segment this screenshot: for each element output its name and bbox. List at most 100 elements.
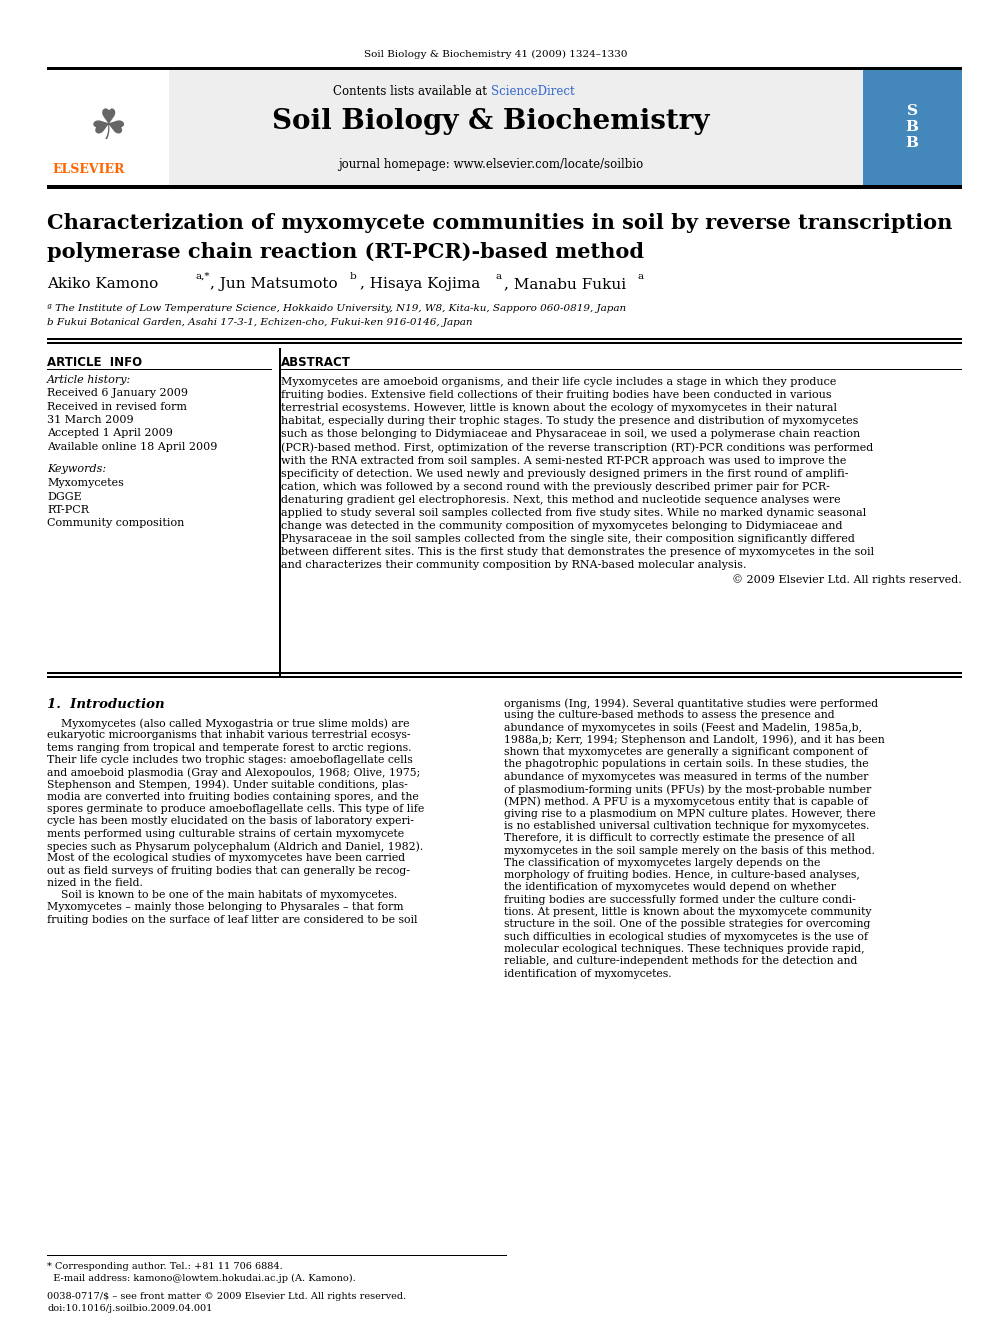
Text: (PCR)-based method. First, optimization of the reverse transcription (RT)-PCR co: (PCR)-based method. First, optimization …	[281, 442, 873, 452]
Text: such difficulties in ecological studies of myxomycetes is the use of: such difficulties in ecological studies …	[504, 931, 868, 942]
Bar	[279, 348, 281, 676]
Text: denaturing gradient gel electrophoresis. Next, this method and nucleotide sequen: denaturing gradient gel electrophoresis.…	[281, 495, 840, 505]
Text: cycle has been mostly elucidated on the basis of laboratory experi-: cycle has been mostly elucidated on the …	[47, 816, 414, 827]
Text: structure in the soil. One of the possible strategies for overcoming: structure in the soil. One of the possib…	[504, 919, 870, 929]
Text: Myxomycetes are amoeboid organisms, and their life cycle includes a stage in whi: Myxomycetes are amoeboid organisms, and …	[281, 377, 836, 388]
Text: Physaraceae in the soil samples collected from the single site, their compositio: Physaraceae in the soil samples collecte…	[281, 534, 855, 544]
Text: 31 March 2009: 31 March 2009	[47, 415, 134, 425]
Text: of plasmodium-forming units (PFUs) by the most-probable number: of plasmodium-forming units (PFUs) by th…	[504, 785, 871, 795]
Text: S
B
B: S B B	[906, 103, 919, 151]
Text: ARTICLE  INFO: ARTICLE INFO	[47, 356, 142, 369]
Text: change was detected in the community composition of myxomycetes belonging to Did: change was detected in the community com…	[281, 521, 842, 531]
Text: fruiting bodies on the surface of leaf litter are considered to be soil: fruiting bodies on the surface of leaf l…	[47, 914, 418, 925]
Text: species such as Physarum polycephalum (Aldrich and Daniel, 1982).: species such as Physarum polycephalum (A…	[47, 841, 424, 852]
Text: cation, which was followed by a second round with the previously described prime: cation, which was followed by a second r…	[281, 482, 830, 492]
Text: habitat, especially during their trophic stages. To study the presence and distr: habitat, especially during their trophic…	[281, 417, 858, 426]
Text: journal homepage: www.elsevier.com/locate/soilbio: journal homepage: www.elsevier.com/locat…	[338, 157, 644, 171]
Text: Received 6 January 2009: Received 6 January 2009	[47, 388, 188, 398]
Text: between different sites. This is the first study that demonstrates the presence : between different sites. This is the fir…	[281, 548, 874, 557]
Text: DGGE: DGGE	[47, 492, 81, 501]
Text: Myxomycetes – mainly those belonging to Physarales – that form: Myxomycetes – mainly those belonging to …	[47, 902, 404, 913]
Text: out as field surveys of fruiting bodies that can generally be recog-: out as field surveys of fruiting bodies …	[47, 865, 410, 876]
Text: Keywords:: Keywords:	[47, 464, 106, 475]
Text: Characterization of myxomycete communities in soil by reverse transcription: Characterization of myxomycete communiti…	[47, 213, 952, 233]
Text: b Fukui Botanical Garden, Asahi 17-3-1, Echizen-cho, Fukui-ken 916-0146, Japan: b Fukui Botanical Garden, Asahi 17-3-1, …	[47, 318, 472, 327]
Text: ABSTRACT: ABSTRACT	[281, 356, 351, 369]
Text: Therefore, it is difficult to correctly estimate the presence of all: Therefore, it is difficult to correctly …	[504, 833, 855, 843]
Text: The classification of myxomycetes largely depends on the: The classification of myxomycetes largel…	[504, 857, 820, 868]
Text: © 2009 Elsevier Ltd. All rights reserved.: © 2009 Elsevier Ltd. All rights reserved…	[732, 574, 962, 585]
Text: tems ranging from tropical and temperate forest to arctic regions.: tems ranging from tropical and temperate…	[47, 742, 412, 753]
Text: Contents lists available at: Contents lists available at	[333, 85, 491, 98]
Text: Their life cycle includes two trophic stages: amoeboflagellate cells: Their life cycle includes two trophic st…	[47, 755, 413, 765]
Text: the phagotrophic populations in certain soils. In these studies, the: the phagotrophic populations in certain …	[504, 759, 869, 770]
Text: and amoeboid plasmodia (Gray and Alexopoulos, 1968; Olive, 1975;: and amoeboid plasmodia (Gray and Alexopo…	[47, 767, 421, 778]
Text: Accepted 1 April 2009: Accepted 1 April 2009	[47, 429, 173, 438]
Text: RT-PCR: RT-PCR	[47, 505, 89, 515]
Text: abundance of myxomycetes in soils (Feest and Madelin, 1985a,b,: abundance of myxomycetes in soils (Feest…	[504, 722, 862, 733]
Text: 1.  Introduction: 1. Introduction	[47, 699, 165, 710]
Text: fruiting bodies are successfully formed under the culture condi-: fruiting bodies are successfully formed …	[504, 894, 856, 905]
Text: nized in the field.: nized in the field.	[47, 878, 143, 888]
Text: doi:10.1016/j.soilbio.2009.04.001: doi:10.1016/j.soilbio.2009.04.001	[47, 1304, 212, 1312]
Text: shown that myxomycetes are generally a significant component of: shown that myxomycetes are generally a s…	[504, 747, 868, 757]
Text: a,*: a,*	[195, 273, 209, 280]
Text: is no established universal cultivation technique for myxomycetes.: is no established universal cultivation …	[504, 822, 869, 831]
Bar	[47, 70, 962, 185]
Text: organisms (Ing, 1994). Several quantitative studies were performed: organisms (Ing, 1994). Several quantitat…	[504, 699, 878, 709]
Text: giving rise to a plasmodium on MPN culture plates. However, there: giving rise to a plasmodium on MPN cultu…	[504, 808, 876, 819]
Text: polymerase chain reaction (RT-PCR)-based method: polymerase chain reaction (RT-PCR)-based…	[47, 242, 644, 262]
Text: terrestrial ecosystems. However, little is known about the ecology of myxomycete: terrestrial ecosystems. However, little …	[281, 404, 837, 413]
Text: specificity of detection. We used newly and previously designed primers in the f: specificity of detection. We used newly …	[281, 468, 848, 479]
Text: abundance of myxomycetes was measured in terms of the number: abundance of myxomycetes was measured in…	[504, 771, 868, 782]
Text: , Manabu Fukui: , Manabu Fukui	[504, 277, 626, 291]
Bar	[47, 70, 169, 185]
Text: ELSEVIER: ELSEVIER	[52, 163, 124, 176]
Text: reliable, and culture-independent methods for the detection and: reliable, and culture-independent method…	[504, 957, 857, 966]
Text: ScienceDirect: ScienceDirect	[491, 85, 574, 98]
Text: such as those belonging to Didymiaceae and Physaraceae in soil, we used a polyme: such as those belonging to Didymiaceae a…	[281, 430, 860, 439]
Text: fruiting bodies. Extensive field collections of their fruiting bodies have been : fruiting bodies. Extensive field collect…	[281, 390, 831, 400]
Text: Myxomycetes: Myxomycetes	[47, 478, 124, 488]
Text: Akiko Kamono: Akiko Kamono	[47, 277, 159, 291]
Text: ª The Institute of Low Temperature Science, Hokkaido University, N19, W8, Kita-k: ª The Institute of Low Temperature Scien…	[47, 304, 626, 314]
Text: ☘: ☘	[89, 106, 127, 148]
Text: modia are converted into fruiting bodies containing spores, and the: modia are converted into fruiting bodies…	[47, 791, 419, 802]
Text: Community composition: Community composition	[47, 519, 185, 528]
Text: ments performed using culturable strains of certain myxomycete: ments performed using culturable strains…	[47, 828, 404, 839]
Text: Soil is known to be one of the main habitats of myxomycetes.: Soil is known to be one of the main habi…	[47, 890, 397, 900]
Text: Received in revised form: Received in revised form	[47, 401, 187, 411]
Text: E-mail address: kamono@lowtem.hokudai.ac.jp (A. Kamono).: E-mail address: kamono@lowtem.hokudai.ac…	[47, 1274, 356, 1283]
Text: the identification of myxomycetes would depend on whether: the identification of myxomycetes would …	[504, 882, 836, 893]
Text: Most of the ecological studies of myxomycetes have been carried: Most of the ecological studies of myxomy…	[47, 853, 405, 864]
Text: and characterizes their community composition by RNA-based molecular analysis.: and characterizes their community compos…	[281, 561, 747, 570]
Bar	[47, 343, 962, 344]
Text: applied to study several soil samples collected from five study sites. While no : applied to study several soil samples co…	[281, 508, 866, 519]
Text: eukaryotic microorganisms that inhabit various terrestrial ecosys-: eukaryotic microorganisms that inhabit v…	[47, 730, 411, 741]
Text: using the culture-based methods to assess the presence and: using the culture-based methods to asses…	[504, 710, 834, 720]
Bar	[47, 67, 962, 70]
Text: (MPN) method. A PFU is a myxomycetous entity that is capable of: (MPN) method. A PFU is a myxomycetous en…	[504, 796, 868, 807]
Text: , Jun Matsumoto: , Jun Matsumoto	[210, 277, 337, 291]
Text: morphology of fruiting bodies. Hence, in culture-based analyses,: morphology of fruiting bodies. Hence, in…	[504, 871, 860, 880]
Text: identification of myxomycetes.: identification of myxomycetes.	[504, 968, 672, 979]
Text: spores germinate to produce amoeboflagellate cells. This type of life: spores germinate to produce amoeboflagel…	[47, 804, 425, 814]
Text: * Corresponding author. Tel.: +81 11 706 6884.: * Corresponding author. Tel.: +81 11 706…	[47, 1262, 283, 1271]
Text: a: a	[496, 273, 502, 280]
Text: molecular ecological techniques. These techniques provide rapid,: molecular ecological techniques. These t…	[504, 945, 865, 954]
Text: Soil Biology & Biochemistry 41 (2009) 1324–1330: Soil Biology & Biochemistry 41 (2009) 13…	[364, 50, 628, 60]
Bar	[863, 70, 962, 185]
Bar	[47, 672, 962, 675]
Text: Stephenson and Stempen, 1994). Under suitable conditions, plas-: Stephenson and Stempen, 1994). Under sui…	[47, 779, 408, 790]
Text: with the RNA extracted from soil samples. A semi-nested RT-PCR approach was used: with the RNA extracted from soil samples…	[281, 455, 846, 466]
Text: a: a	[637, 273, 643, 280]
Bar	[47, 185, 962, 189]
Bar	[47, 337, 962, 340]
Text: Article history:: Article history:	[47, 374, 131, 385]
Text: , Hisaya Kojima: , Hisaya Kojima	[360, 277, 480, 291]
Text: tions. At present, little is known about the myxomycete community: tions. At present, little is known about…	[504, 908, 872, 917]
Bar	[47, 676, 962, 679]
Text: 1988a,b; Kerr, 1994; Stephenson and Landolt, 1996), and it has been: 1988a,b; Kerr, 1994; Stephenson and Land…	[504, 734, 885, 745]
Text: myxomycetes in the soil sample merely on the basis of this method.: myxomycetes in the soil sample merely on…	[504, 845, 875, 856]
Text: b: b	[350, 273, 357, 280]
